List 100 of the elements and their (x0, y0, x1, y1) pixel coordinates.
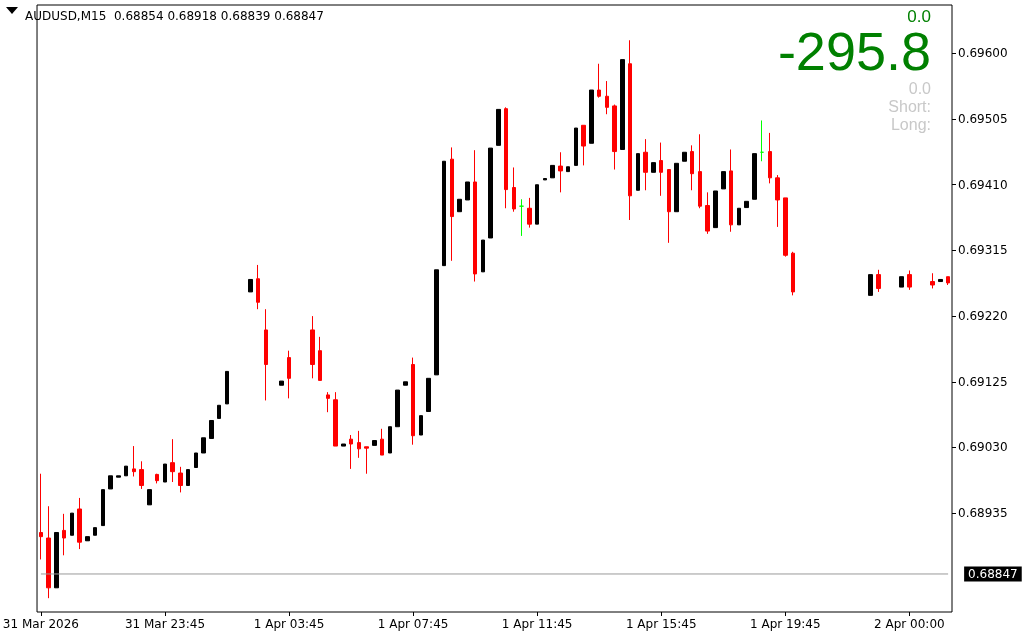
candlestick (357, 430, 361, 459)
candlestick (481, 239, 485, 273)
candlestick (465, 181, 470, 201)
candlestick (566, 166, 570, 173)
y-tick-label: 0.69220 (958, 309, 1008, 324)
candlestick (318, 336, 322, 381)
candlestick (535, 184, 539, 225)
candlestick (667, 169, 671, 244)
candlestick (938, 278, 943, 283)
candlestick (550, 164, 555, 179)
x-tick-label: 1 Apr 11:45 (501, 617, 573, 631)
candlestick (744, 200, 749, 209)
candlestick (760, 119, 764, 162)
candlestick (488, 147, 493, 239)
candlestick (768, 132, 772, 184)
candlestick (612, 104, 617, 171)
candlestick (636, 153, 640, 191)
candlestick (132, 445, 136, 477)
y-tick-label: 0.69600 (958, 46, 1008, 61)
candlestick (442, 160, 446, 267)
candlestick (108, 475, 113, 490)
candlestick (256, 264, 260, 310)
candlestick (729, 148, 733, 233)
candlestick (395, 389, 400, 428)
chart-title: AUDUSD,M15 0.68854 0.68918 0.68839 0.68847 (25, 9, 324, 23)
candlestick (170, 438, 175, 483)
candlestick (473, 149, 477, 283)
candlestick (783, 197, 788, 258)
candlestick (659, 142, 663, 197)
candlestick (93, 527, 97, 536)
candlestick (85, 536, 90, 542)
candlestick (620, 59, 625, 150)
candlestick (628, 39, 632, 221)
candlestick (217, 404, 221, 419)
candlestick (77, 497, 82, 550)
candlestick (713, 190, 718, 229)
candlestick (264, 308, 268, 401)
candlestick (504, 106, 508, 209)
candlestick (388, 426, 392, 454)
y-tick-label: 0.68935 (958, 506, 1008, 521)
candlestick (403, 381, 408, 386)
candlestick (419, 415, 423, 436)
candlestick (310, 315, 315, 379)
candlestick (62, 513, 66, 556)
candlestick (581, 124, 586, 166)
candlestick (876, 269, 881, 293)
candlestick (139, 460, 144, 490)
x-tick-label: 31 Mar 23:45 (124, 617, 206, 631)
candlestick (279, 380, 284, 386)
candlestick (705, 191, 710, 235)
x-tick-label: 1 Apr 07:45 (377, 617, 449, 631)
candlestick (333, 391, 338, 447)
candlestick (39, 473, 43, 560)
candlestick (178, 466, 183, 493)
candlestick (737, 207, 741, 226)
candlestick (775, 174, 780, 228)
candlestick (124, 465, 128, 477)
candlestick (907, 269, 912, 291)
candlestick (698, 133, 702, 209)
candlestick (574, 127, 578, 166)
x-tick-label: 1 Apr 19:45 (749, 617, 821, 631)
candlestick (70, 512, 74, 536)
y-tick-label: 0.69125 (958, 374, 1008, 389)
x-tick-label: 2 Apr 00:00 (874, 617, 945, 631)
candlestick (930, 272, 935, 289)
candlestick (519, 198, 524, 237)
x-tick-label: 1 Apr 15:45 (625, 617, 697, 631)
candlestick (147, 489, 152, 506)
x-tick-label: 31 Mar 2026 (2, 617, 79, 631)
candlestick (946, 276, 950, 286)
candlestick (543, 178, 547, 181)
candlestick (349, 434, 353, 470)
candlestick (163, 463, 167, 483)
candlestick (54, 532, 59, 589)
candlestick (791, 251, 795, 296)
candlestick (186, 469, 190, 486)
candlestick (411, 357, 415, 446)
candlestick (651, 162, 656, 173)
y-tick-label: 0.69315 (958, 243, 1008, 258)
candlestick (101, 489, 105, 527)
candlestick (899, 276, 904, 288)
y-tick-label: 0.69505 (958, 112, 1008, 127)
candlestick (372, 440, 377, 446)
candlestick (287, 350, 291, 399)
candlestick (434, 269, 439, 376)
y-tick-label: 0.69030 (958, 440, 1008, 455)
candlestick (341, 443, 346, 447)
candlestick (690, 144, 694, 191)
candlestick (326, 391, 330, 413)
candlestick (457, 198, 462, 213)
candlestick (248, 278, 253, 293)
candlestick (643, 138, 648, 191)
candlestick (721, 171, 726, 190)
candlestick (380, 428, 384, 456)
candlestick (116, 475, 121, 478)
candlestick (225, 370, 229, 405)
candlestick (426, 377, 431, 413)
candlestick (589, 89, 594, 144)
ref-line-label: 0.68847 (968, 566, 1018, 581)
candlestick (527, 197, 532, 229)
